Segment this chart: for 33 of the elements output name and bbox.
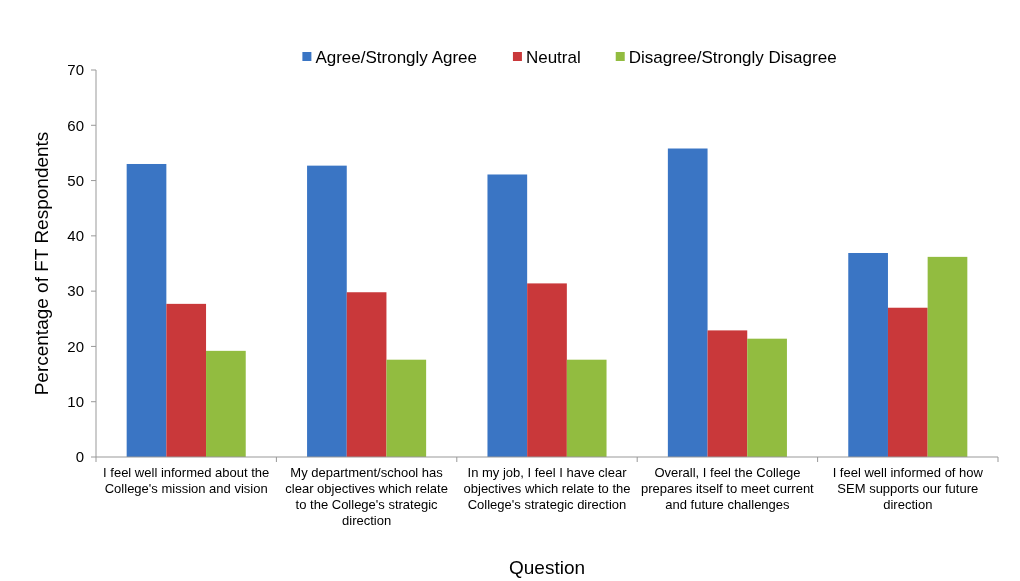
bar — [166, 303, 207, 457]
legend-label: Neutral — [525, 48, 581, 67]
y-tick-label: 0 — [75, 448, 84, 466]
y-tick-label: 50 — [67, 171, 84, 189]
y-tick-label: 40 — [67, 227, 84, 245]
bar — [927, 256, 968, 457]
y-tick-label: 70 — [67, 61, 84, 79]
legend-label: Disagree/Strongly Disagree — [628, 48, 837, 67]
y-axis-title: Percentage of FT Respondents — [31, 131, 52, 396]
bar — [386, 359, 427, 457]
legend-label: Agree/Strongly Agree — [315, 48, 477, 67]
bar — [346, 292, 387, 457]
x-tick-label: Overall, I feel the College prepares itself to meet current and future challenges — [641, 465, 815, 512]
bar — [566, 359, 607, 457]
bar — [126, 163, 167, 457]
x-tick-label: I feel well informed of how SEM supports our future direction — [832, 465, 984, 512]
y-tick-label: 30 — [67, 282, 84, 300]
bar — [887, 307, 928, 457]
y-tick-label: 20 — [67, 337, 84, 355]
bar — [848, 253, 888, 457]
bar — [487, 174, 528, 457]
y-tick-label: 60 — [67, 116, 84, 134]
x-tick-label: In my job, I feel I have clear objectives which relate to the College's strategic direction — [463, 465, 631, 512]
bar — [747, 338, 787, 457]
x-tick-label: I feel well informed about the College's mission and vision — [103, 465, 270, 496]
x-axis-title: Question — [508, 557, 586, 578]
bar — [667, 148, 708, 457]
bar — [307, 165, 347, 457]
bar — [527, 283, 567, 457]
y-tick-label: 10 — [67, 392, 84, 410]
bar — [707, 330, 748, 457]
bar — [206, 350, 246, 457]
x-tick-label: My department/school has clear objectives which relate to the College's strategic direction — [285, 465, 448, 528]
